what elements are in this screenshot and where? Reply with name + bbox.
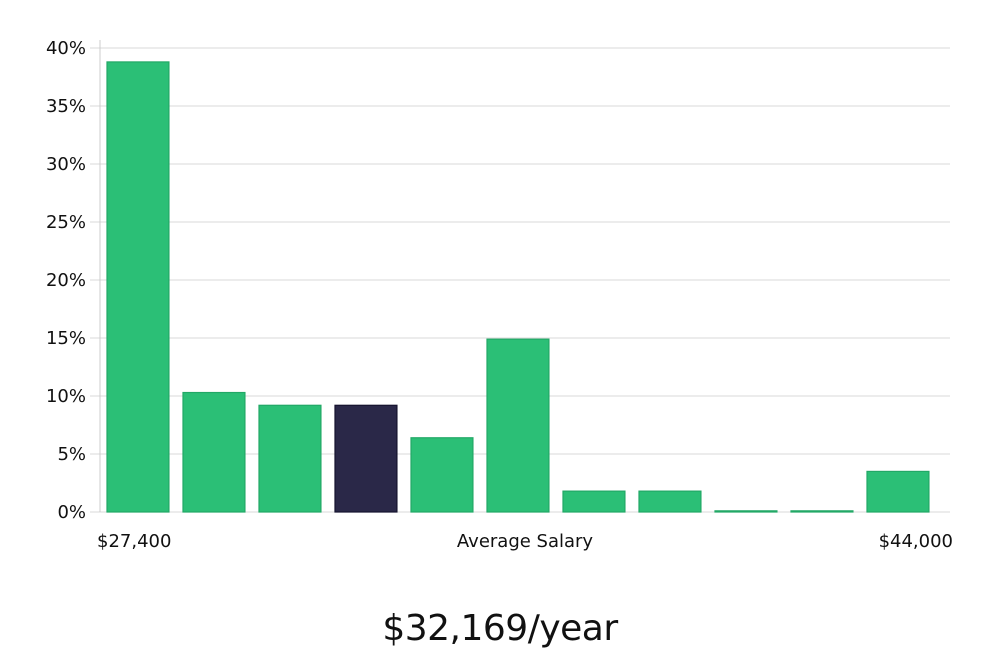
- bar: [486, 338, 550, 513]
- bars: [106, 61, 930, 513]
- bar: [714, 510, 778, 513]
- y-tick-label: 10%: [46, 386, 86, 407]
- y-tick-label: 30%: [46, 154, 86, 175]
- bar: [258, 404, 322, 513]
- bar: [638, 490, 702, 513]
- bar: [106, 61, 170, 513]
- bar: [790, 510, 854, 513]
- x-max-label: $44,000: [879, 531, 953, 552]
- y-tick-label: 5%: [57, 444, 86, 465]
- salary-histogram-chart: 0% 5% 10% 15% 20% 25% 30% 35% 40% $27,400 Averag…: [46, 38, 953, 552]
- bar: [182, 391, 246, 513]
- bar: [562, 490, 626, 513]
- y-tick-label: 40%: [46, 38, 86, 59]
- y-tick-label: 35%: [46, 96, 86, 117]
- y-tick-label: 20%: [46, 270, 86, 291]
- y-axis-tick-labels: 0% 5% 10% 15% 20% 25% 30% 35% 40%: [46, 38, 86, 523]
- bar-highlighted: [334, 404, 398, 513]
- average-salary-value: $32,169/year: [382, 608, 618, 649]
- y-tick-label: 15%: [46, 328, 86, 349]
- y-tick-label: 0%: [57, 502, 86, 523]
- y-tick-label: 25%: [46, 212, 86, 233]
- x-center-label: Average Salary: [457, 531, 594, 552]
- x-min-label: $27,400: [97, 531, 171, 552]
- bar: [866, 470, 930, 513]
- bar: [410, 437, 474, 513]
